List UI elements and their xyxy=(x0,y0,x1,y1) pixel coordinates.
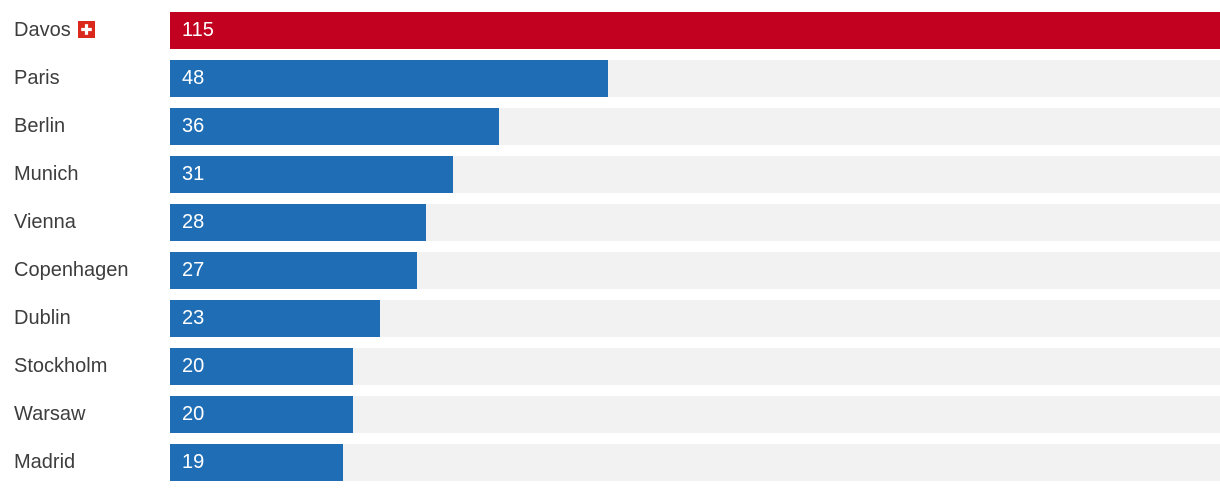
bar-track: 36 xyxy=(170,107,1220,145)
category-label-text: Madrid xyxy=(14,450,76,473)
category-label: Dublin xyxy=(0,307,170,330)
chart-row: Berlin 36 xyxy=(0,102,1220,150)
bar-value-label: 115 xyxy=(182,18,214,41)
bar-highlight: 115 xyxy=(170,11,1220,49)
bar-track: 27 xyxy=(170,251,1220,289)
category-label: Berlin xyxy=(0,115,170,138)
category-label: Warsaw xyxy=(0,403,170,426)
chart-row: Munich 31 xyxy=(0,150,1220,198)
bar-value-label: 36 xyxy=(182,114,205,137)
category-label-text: Davos xyxy=(14,18,71,41)
category-label-text: Warsaw xyxy=(14,402,86,425)
bar: 48 xyxy=(170,59,609,97)
category-label-text: Vienna xyxy=(14,210,76,233)
category-label-text: Munich xyxy=(14,162,79,185)
bar-value-label: 48 xyxy=(182,66,205,89)
chart-row: Madrid 19 xyxy=(0,438,1220,486)
bar-track: 19 xyxy=(170,443,1220,481)
bar-track: 23 xyxy=(170,299,1220,337)
bar-value-label: 20 xyxy=(182,354,205,377)
category-label-text: Berlin xyxy=(14,114,66,137)
bar: 23 xyxy=(170,299,380,337)
chart-row: Warsaw 20 xyxy=(0,390,1220,438)
category-label: Munich xyxy=(0,163,170,186)
bar-track: 28 xyxy=(170,203,1220,241)
bar: 20 xyxy=(170,395,353,433)
bar-value-label: 23 xyxy=(182,306,205,329)
category-label: Paris xyxy=(0,67,170,90)
category-label: Copenhagen xyxy=(0,259,170,282)
chart-row: Davos 115 xyxy=(0,6,1220,54)
chart-row: Dublin 23 xyxy=(0,294,1220,342)
bar-value-label: 28 xyxy=(182,210,205,233)
category-label-text: Paris xyxy=(14,66,60,89)
category-label: Davos xyxy=(0,19,170,42)
bar-value-label: 27 xyxy=(182,258,205,281)
chart-row: Paris 48 xyxy=(0,54,1220,102)
chart-row: Copenhagen 27 xyxy=(0,246,1220,294)
category-label: Stockholm xyxy=(0,355,170,378)
bar: 31 xyxy=(170,155,454,193)
bar-track: 20 xyxy=(170,395,1220,433)
bar: 20 xyxy=(170,347,353,385)
category-label: Vienna xyxy=(0,211,170,234)
swiss-flag-icon xyxy=(77,20,95,38)
bar: 19 xyxy=(170,443,344,481)
category-label-text: Stockholm xyxy=(14,354,108,377)
bar-track: 48 xyxy=(170,59,1220,97)
bar-track: 20 xyxy=(170,347,1220,385)
category-label-text: Copenhagen xyxy=(14,258,129,281)
category-label: Madrid xyxy=(0,451,170,474)
bar-track: 31 xyxy=(170,155,1220,193)
bar-track: 115 xyxy=(170,11,1220,49)
chart-row: Stockholm 20 xyxy=(0,342,1220,390)
bar: 36 xyxy=(170,107,499,145)
bar-value-label: 19 xyxy=(182,450,205,473)
bar-value-label: 31 xyxy=(182,162,205,185)
chart-row: Vienna 28 xyxy=(0,198,1220,246)
bar: 27 xyxy=(170,251,417,289)
bar-value-label: 20 xyxy=(182,402,205,425)
category-label-text: Dublin xyxy=(14,306,71,329)
bar: 28 xyxy=(170,203,426,241)
